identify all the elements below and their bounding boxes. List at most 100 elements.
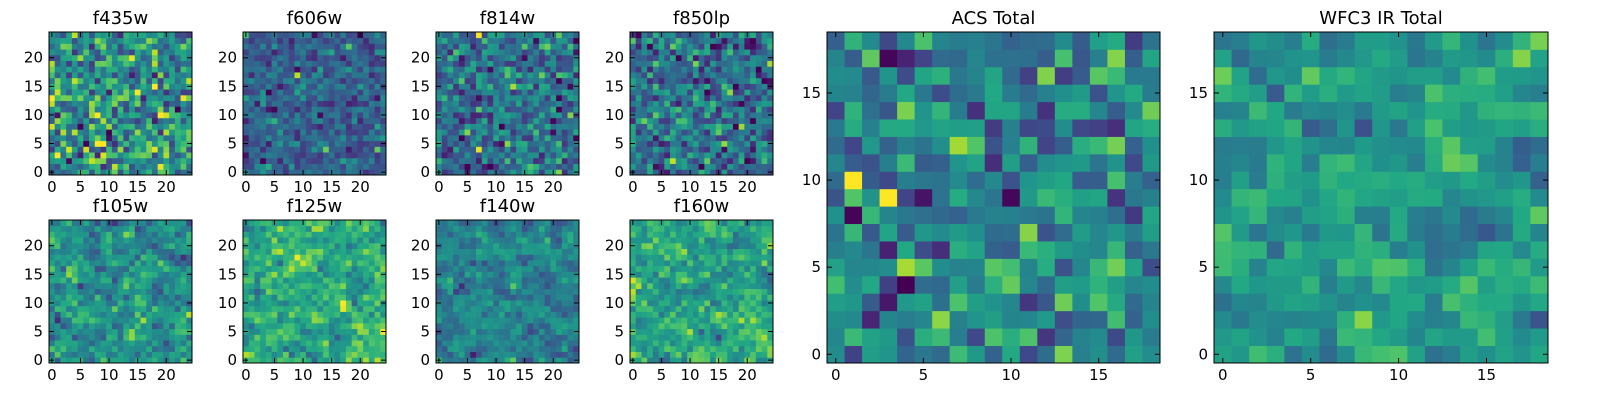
- heatmap-cell: [561, 37, 568, 44]
- heatmap-cell: [328, 294, 335, 301]
- heatmap-cell: [368, 277, 375, 284]
- heatmap-cell: [670, 311, 677, 318]
- heatmap-cell: [755, 37, 762, 44]
- heatmap-cell: [692, 294, 700, 301]
- heatmap-cell: [675, 112, 682, 119]
- heatmap-cell: [94, 72, 101, 79]
- heatmap-cell: [351, 54, 358, 61]
- heatmap-cell: [146, 100, 153, 107]
- heatmap-cell: [351, 305, 358, 312]
- heatmap-cell: [288, 72, 295, 79]
- heatmap-cell: [458, 66, 465, 73]
- heatmap-cell: [538, 123, 546, 130]
- heatmap-cell: [556, 248, 563, 255]
- heatmap-cell: [670, 271, 677, 278]
- heatmap-cell: [340, 66, 347, 73]
- heatmap-cell: [481, 357, 488, 364]
- heatmap-cell: [573, 220, 580, 227]
- heatmap-cell: [487, 163, 494, 170]
- heatmap-cell: [340, 311, 347, 318]
- heatmap-cell: [271, 112, 278, 119]
- heatmap-cell: [66, 311, 73, 318]
- heatmap-cell: [550, 157, 557, 164]
- heatmap-cell: [635, 146, 642, 153]
- heatmap-cell: [447, 317, 454, 324]
- heatmap-cell: [516, 66, 523, 73]
- heatmap-cell: [647, 54, 654, 61]
- heatmap-cell: [254, 322, 261, 330]
- heatmap-cell: [561, 311, 568, 318]
- heatmap-cell: [374, 265, 381, 272]
- heatmap-cell: [652, 100, 659, 107]
- heatmap-cell: [328, 260, 335, 267]
- heatmap-cell: [54, 77, 61, 84]
- heatmap-cell: [470, 157, 477, 164]
- heatmap-cell: [458, 288, 465, 295]
- heatmap-cell: [504, 106, 511, 113]
- heatmap-cell: [538, 89, 546, 96]
- heatmap-cell: [698, 89, 705, 96]
- heatmap-cell: [664, 294, 671, 301]
- heatmap-cell: [436, 43, 443, 50]
- heatmap-cell: [71, 157, 78, 164]
- heatmap-cell: [311, 43, 318, 50]
- heatmap-cell: [363, 340, 370, 347]
- heatmap-cell: [635, 37, 642, 44]
- heatmap-cell: [317, 265, 324, 272]
- heatmap-cell: [288, 351, 295, 358]
- heatmap-cell: [311, 357, 318, 364]
- heatmap-cell: [755, 277, 762, 284]
- heatmap-cell: [288, 146, 295, 153]
- heatmap-cell: [687, 54, 694, 61]
- heatmap-cell: [357, 94, 364, 102]
- heatmap-cell: [283, 317, 290, 324]
- heatmap-cell: [493, 345, 500, 352]
- heatmap-cell: [283, 83, 290, 90]
- heatmap-cell: [573, 100, 580, 107]
- heatmap-cell: [174, 271, 181, 278]
- heatmap-cell: [163, 282, 170, 290]
- heatmap-cell: [265, 288, 272, 295]
- heatmap-cell: [317, 317, 324, 324]
- heatmap-cell: [453, 225, 460, 232]
- heatmap-cell: [305, 112, 313, 119]
- heatmap-cell: [715, 328, 722, 335]
- heatmap-cell: [83, 277, 90, 284]
- heatmap-cell: [123, 100, 130, 107]
- heatmap-cell: [77, 288, 84, 295]
- heatmap-cell: [658, 106, 665, 113]
- heatmap-cell: [561, 237, 568, 244]
- heatmap-cell: [744, 146, 751, 153]
- heatmap-cell: [288, 254, 295, 261]
- heatmap-cell: [140, 351, 147, 358]
- heatmap-cell: [106, 294, 113, 301]
- heatmap-cell: [538, 220, 546, 227]
- heatmap-cell: [89, 220, 96, 227]
- heatmap-cell: [300, 351, 307, 358]
- heatmap-cell: [294, 60, 301, 67]
- heatmap-cell: [311, 49, 318, 56]
- heatmap-cell: [652, 351, 659, 358]
- heatmap-cell: [573, 277, 580, 284]
- heatmap-cell: [675, 282, 682, 290]
- heatmap-cell: [510, 340, 517, 347]
- heatmap-cell: [94, 237, 101, 244]
- heatmap-cell: [458, 157, 465, 164]
- heatmap-cell: [283, 163, 290, 170]
- heatmap-cell: [447, 32, 454, 39]
- heatmap-cell: [123, 345, 130, 352]
- axes-frame: [435, 219, 580, 364]
- heatmap-cell: [544, 317, 551, 324]
- heatmap-cell: [447, 54, 454, 61]
- heatmap-cell: [300, 322, 307, 330]
- heatmap-cell: [544, 248, 551, 255]
- heatmap-cell: [464, 225, 471, 232]
- heatmap-cell: [123, 32, 130, 39]
- heatmap-cell: [140, 72, 147, 79]
- heatmap-cell: [300, 112, 307, 119]
- heatmap-cell: [288, 305, 295, 312]
- heatmap-cell: [453, 100, 460, 107]
- heatmap-cell: [129, 94, 136, 102]
- heatmap-cell: [146, 282, 153, 290]
- heatmap-cell: [750, 60, 757, 67]
